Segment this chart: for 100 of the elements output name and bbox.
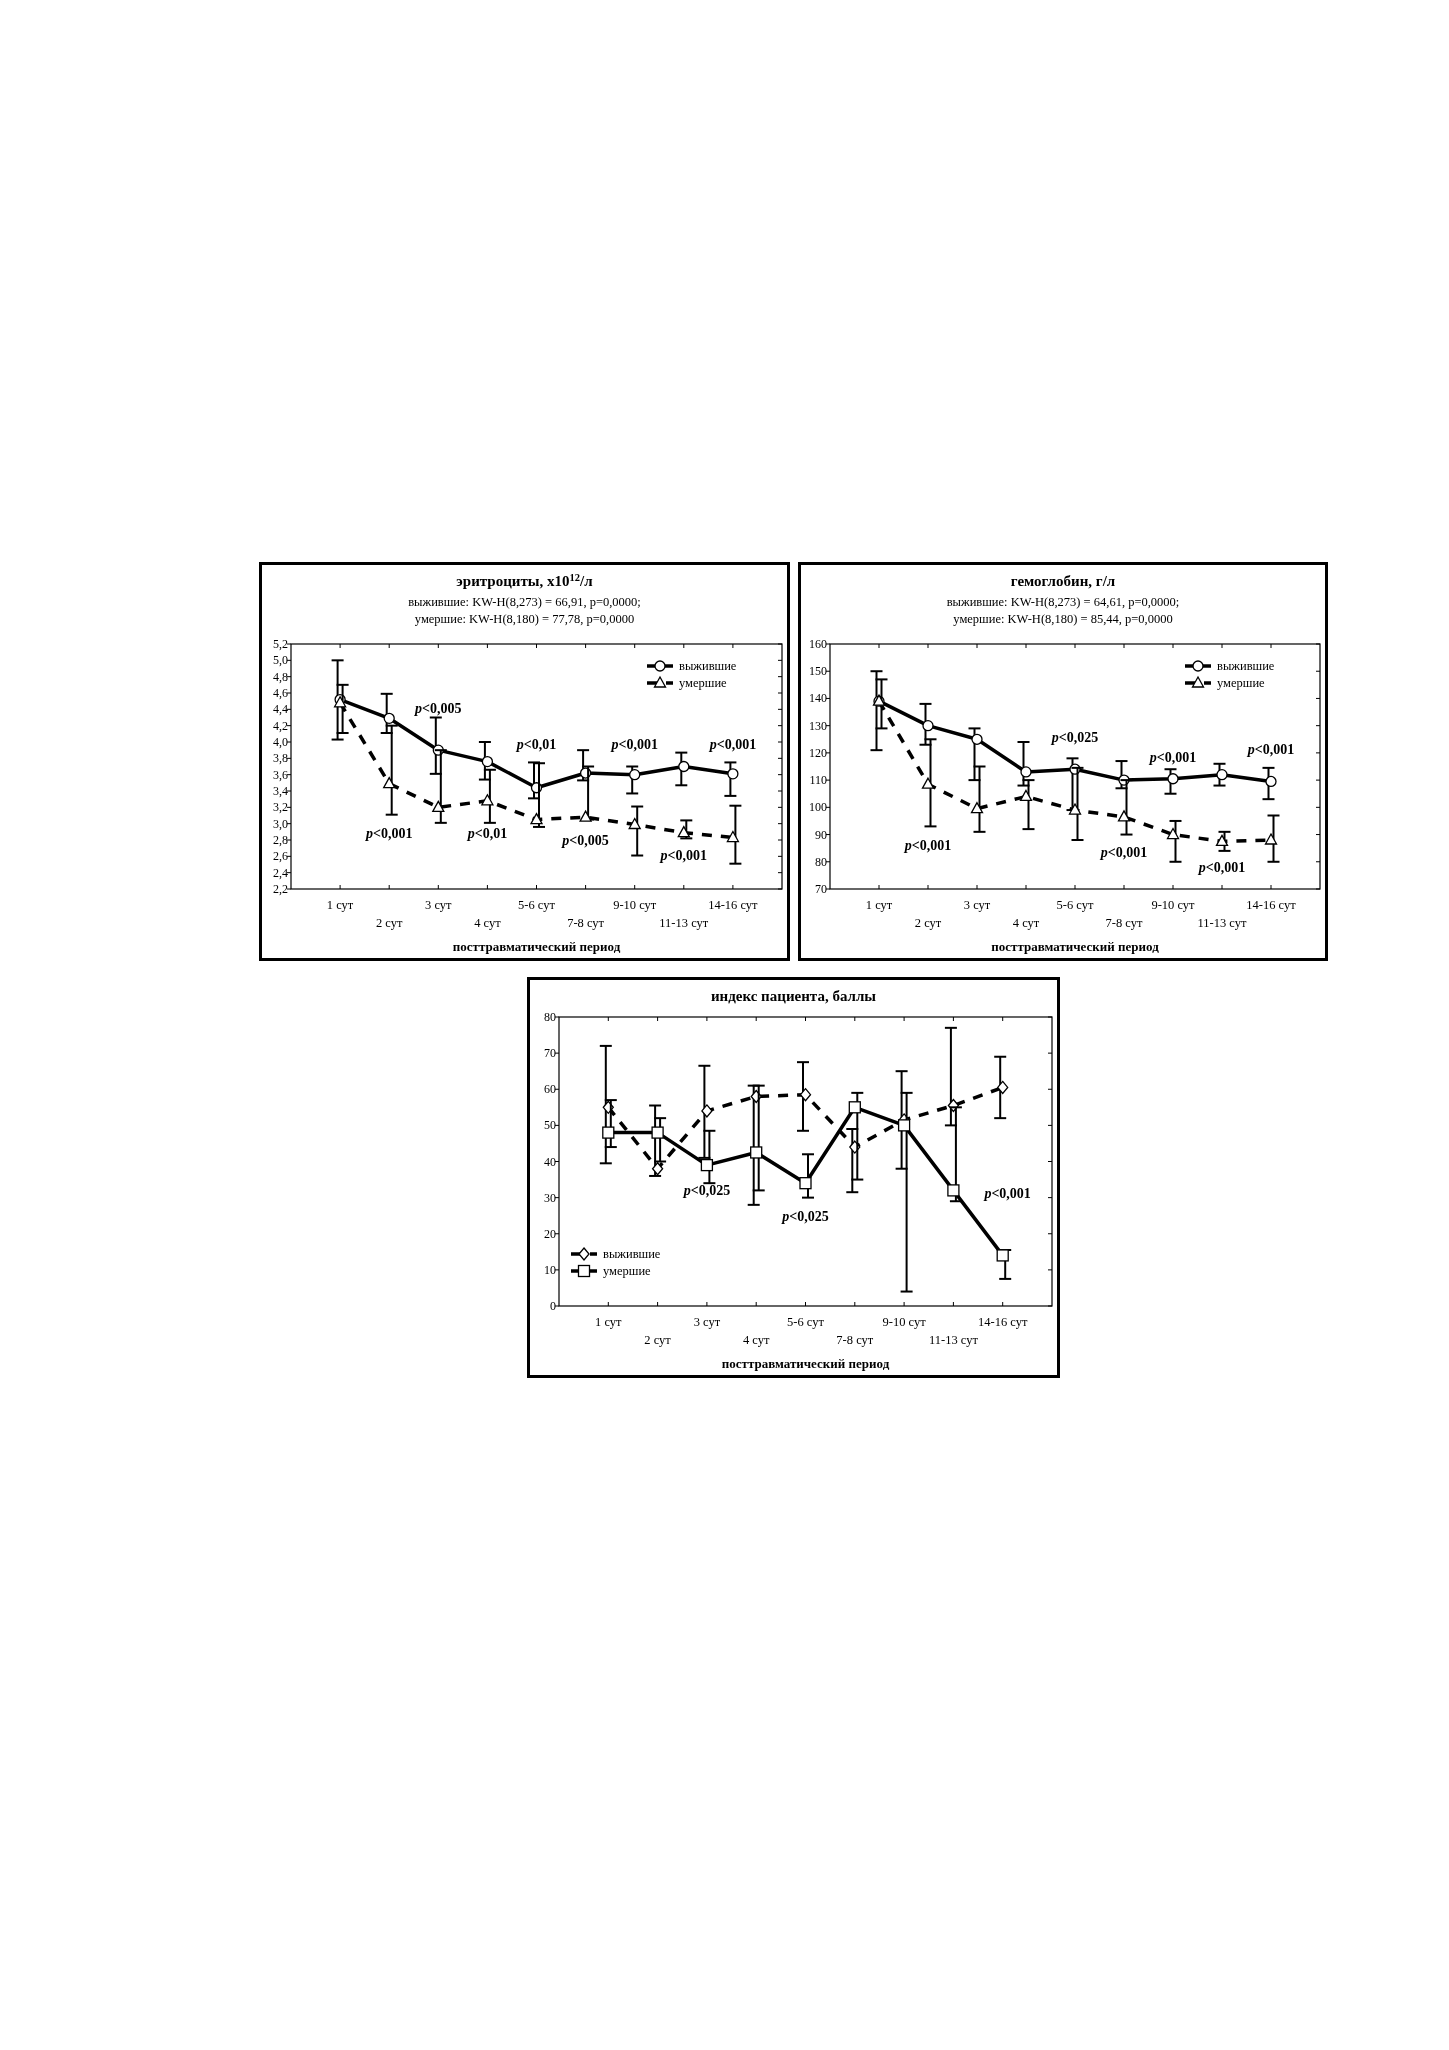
annotation: p<0,001: [1148, 749, 1197, 765]
legend-label: умершие: [603, 1264, 652, 1278]
annotation: p<0,005: [414, 700, 462, 716]
point: [1166, 827, 1180, 840]
x-tick-label: 14-16 сут: [1246, 898, 1297, 912]
x-tick-label: 7-8 сут: [567, 916, 605, 930]
y-tick-label: 4,4: [273, 702, 288, 717]
chart-title: индекс пациента, баллы: [710, 988, 877, 1004]
y-tick-label: 40: [544, 1154, 556, 1169]
x-tick-label: 7-8 сут: [836, 1333, 874, 1347]
y-tick-label: 130: [809, 718, 827, 733]
annotation: p<0,001: [708, 737, 757, 753]
point: [1019, 789, 1033, 802]
annotation: p<0,005: [561, 833, 609, 848]
y-tick-label: 160: [809, 637, 827, 651]
point: [727, 768, 739, 780]
point: [1068, 803, 1082, 815]
y-tick-label: 3,4: [273, 784, 288, 798]
x-tick-label: 1 сут: [595, 1315, 623, 1329]
annotation: p<0,001: [364, 825, 413, 841]
y-tick-label: 90: [815, 827, 827, 842]
y-tick-label: 2,4: [273, 865, 288, 880]
point: [1264, 833, 1278, 845]
x-tick-label: 4 сут: [742, 1333, 770, 1347]
x-tick-label: 14-16 сут: [978, 1315, 1028, 1329]
annotation: p<0,025: [1050, 730, 1099, 746]
x-tick-label: 4 сут: [474, 916, 502, 930]
legend-label: умершие: [1217, 676, 1266, 690]
point: [651, 1126, 664, 1139]
y-tick-label: 20: [544, 1226, 556, 1241]
point: [1265, 775, 1277, 788]
x-tick-label: 9-10 сут: [613, 898, 657, 912]
chart-subtitle: выжившие: KW-H(8,273) = 66,91, p=0,0000; умершие: KW-H(8,180) = 77,78, p=0,0000: [408, 595, 641, 626]
y-tick-label: 70: [815, 882, 827, 896]
y-tick-label: 3,8: [273, 751, 288, 766]
y-tick-label: 80: [815, 854, 827, 869]
y-tick-label: 150: [809, 664, 827, 679]
y-tick-label: 120: [809, 745, 827, 760]
annotation: p<0,01: [515, 737, 557, 753]
annotation: p<0,025: [682, 1183, 731, 1199]
point: [971, 733, 983, 745]
x-tick-label: 2 сут: [914, 916, 942, 930]
y-tick-label: 2,8: [273, 833, 288, 847]
point: [700, 1158, 714, 1172]
x-tick-label: 4 сут: [1012, 916, 1040, 930]
y-tick-label: 5,2: [273, 637, 288, 651]
y-tick-label: 4,8: [273, 669, 288, 684]
x-tick-label: 2 сут: [375, 916, 403, 930]
point: [677, 826, 690, 838]
point: [383, 712, 395, 724]
annotation: p<0,001: [1197, 859, 1246, 875]
point: [432, 800, 445, 812]
point: [1020, 766, 1032, 778]
point: [799, 1088, 812, 1102]
x-tick-label: 11-13 сут: [659, 916, 709, 930]
point: [1117, 810, 1131, 822]
point: [799, 1177, 812, 1190]
point: [921, 777, 935, 789]
x-tick-label: 11-13 сут: [1197, 916, 1247, 930]
point: [1215, 834, 1229, 847]
point: [602, 1126, 615, 1139]
point: [530, 812, 543, 825]
point: [726, 830, 740, 843]
point: [678, 760, 690, 773]
x-tick-label: 5-6 сут: [518, 898, 556, 912]
x-axis-title: посттравматический период: [721, 1356, 890, 1371]
point: [629, 769, 641, 781]
legend-label: выжившие: [679, 659, 737, 673]
point: [481, 755, 494, 768]
x-tick-label: 9-10 сут: [1151, 898, 1196, 912]
point: [922, 720, 934, 732]
x-tick-label: 14-16 сут: [708, 898, 759, 912]
point: [897, 1119, 911, 1132]
x-axis-title: посттравматический период: [452, 939, 621, 954]
annotation: p<0,001: [610, 737, 658, 753]
y-tick-label: 3,6: [273, 767, 288, 782]
annotation: p<0,001: [659, 847, 708, 863]
point: [947, 1184, 960, 1197]
x-tick-label: 1 сут: [326, 898, 354, 912]
x-tick-label: 5-6 сут: [1056, 898, 1094, 912]
point: [1167, 773, 1179, 785]
point: [628, 817, 641, 830]
annotation: p<0,001: [1099, 845, 1148, 861]
chart-subtitle: выжившие: KW-H(8,273) = 64,61, p=0,0000; умершие: KW-H(8,180) = 85,44, p=0,0000: [946, 595, 1180, 626]
x-tick-label: 2 сут: [644, 1333, 672, 1347]
x-tick-label: 1 сут: [865, 898, 893, 912]
x-tick-label: 3 сут: [963, 898, 991, 912]
y-tick-label: 5,0: [273, 653, 288, 668]
y-tick-label: 4,0: [273, 735, 288, 749]
point: [481, 794, 494, 806]
x-tick-label: 5-6 сут: [787, 1315, 825, 1329]
y-tick-label: 60: [544, 1082, 556, 1097]
y-tick-label: 4,6: [273, 686, 288, 700]
y-tick-label: 100: [809, 800, 827, 815]
y-tick-label: 10: [544, 1262, 556, 1277]
chart-title: гемоглобин, г/л: [1010, 573, 1116, 589]
x-tick-label: 9-10 сут: [882, 1315, 927, 1329]
point: [996, 1249, 1009, 1262]
x-tick-label: 3 сут: [425, 898, 453, 912]
chart-title: эритроциты, x10$^{12}$/л: [456, 571, 594, 589]
